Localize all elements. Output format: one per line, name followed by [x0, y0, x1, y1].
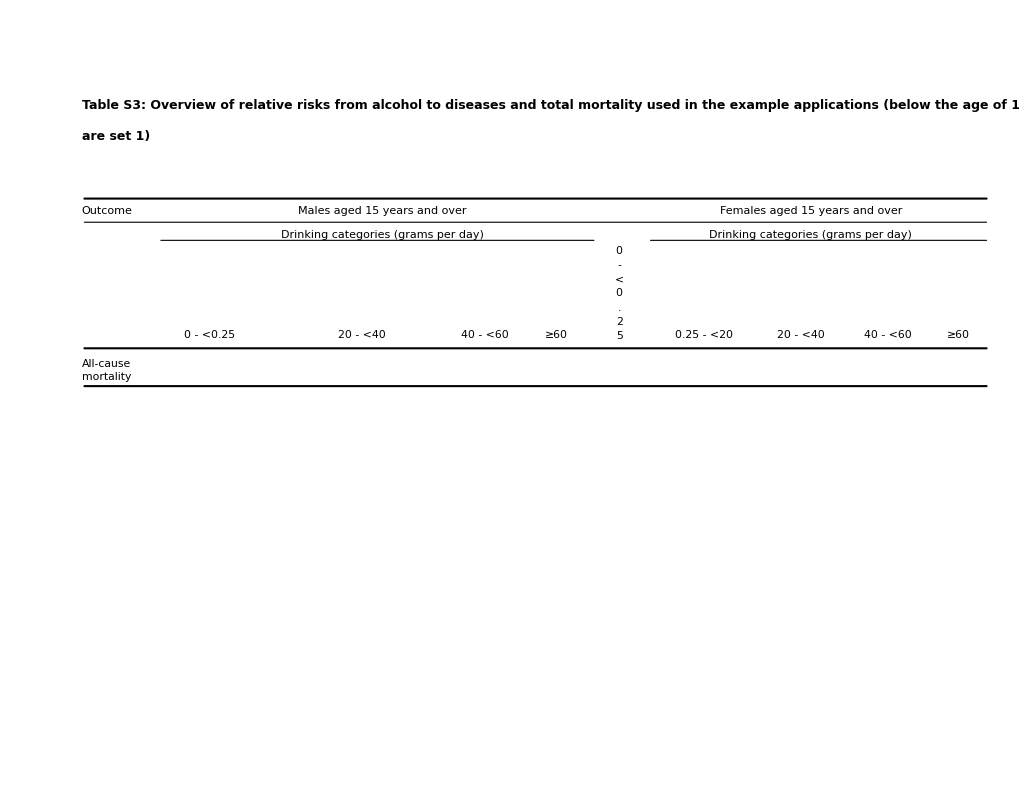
Text: Males aged 15 years and over: Males aged 15 years and over: [298, 206, 467, 217]
Text: 0 - <0.25: 0 - <0.25: [183, 330, 234, 340]
Text: 40 - <60: 40 - <60: [863, 330, 910, 340]
Text: All-cause
mortality: All-cause mortality: [82, 359, 130, 381]
Text: Drinking categories (grams per day): Drinking categories (grams per day): [281, 230, 483, 240]
Text: 40 - <60: 40 - <60: [461, 330, 507, 340]
Text: ≥60: ≥60: [947, 330, 969, 340]
Text: <: <: [614, 274, 623, 284]
Text: -: -: [616, 260, 621, 270]
Text: 2: 2: [615, 317, 622, 327]
Text: ≥60: ≥60: [544, 330, 567, 340]
Text: Females aged 15 years and over: Females aged 15 years and over: [719, 206, 901, 217]
Text: 0: 0: [615, 288, 622, 299]
Text: 5: 5: [615, 331, 622, 341]
Text: Table S3: Overview of relative risks from alcohol to diseases and total mortalit: Table S3: Overview of relative risks fro…: [82, 98, 1019, 111]
Text: Drinking categories (grams per day): Drinking categories (grams per day): [709, 230, 911, 240]
Text: 20 - <40: 20 - <40: [776, 330, 823, 340]
Text: .: .: [616, 303, 621, 313]
Text: 0.25 - <20: 0.25 - <20: [675, 330, 732, 340]
Text: Outcome: Outcome: [82, 206, 132, 217]
Text: 0: 0: [615, 246, 622, 256]
Text: 20 - <40: 20 - <40: [338, 330, 385, 340]
Text: are set 1): are set 1): [82, 130, 150, 143]
